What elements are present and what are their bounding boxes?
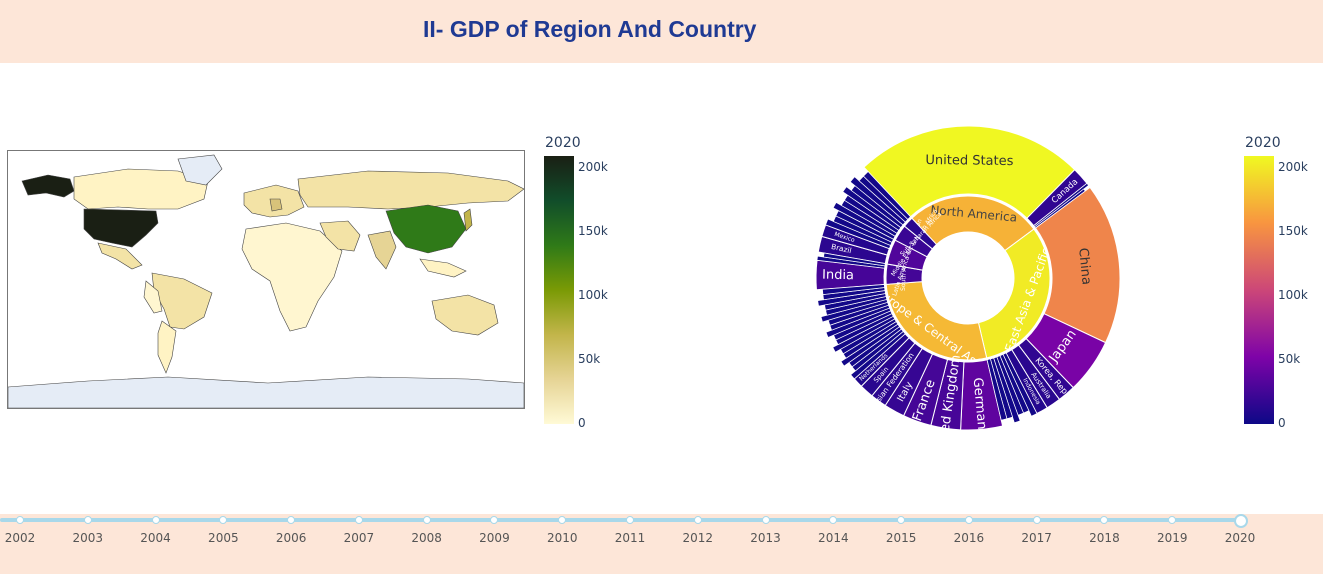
year-slider-label[interactable]: 2020 xyxy=(1224,531,1256,545)
year-slider-step[interactable] xyxy=(558,516,567,524)
map-country-united-states[interactable] xyxy=(83,208,159,248)
sunburst-region-sub-saharan-africa[interactable] xyxy=(903,217,938,250)
year-slider-label[interactable]: 2007 xyxy=(343,531,375,545)
year-slider-label[interactable]: 2004 xyxy=(140,531,171,545)
year-slider-step[interactable] xyxy=(964,516,973,524)
map-colorbar xyxy=(544,156,574,424)
year-slider-label[interactable]: 2015 xyxy=(885,531,917,545)
year-slider-label[interactable]: 2019 xyxy=(1156,531,1188,545)
year-slider-label[interactable]: 2009 xyxy=(479,531,510,545)
year-slider-label[interactable]: 2012 xyxy=(682,531,714,545)
year-slider-label[interactable]: 2011 xyxy=(614,531,646,545)
map-country-peru[interactable] xyxy=(143,280,163,314)
sunburst-small-country[interactable] xyxy=(862,171,911,220)
sunburst-region-label: South Asia xyxy=(900,259,909,292)
map-country-russia[interactable] xyxy=(297,170,524,210)
sunburst-small-country[interactable] xyxy=(823,252,886,267)
map-country-mexico[interactable] xyxy=(97,242,143,270)
year-slider-label[interactable]: 2008 xyxy=(411,531,442,545)
map-colorbar-tick: 100k xyxy=(578,288,608,302)
map-country-alaska[interactable] xyxy=(21,174,75,198)
year-slider-step[interactable] xyxy=(693,516,702,524)
sunburst-country-united-states[interactable] xyxy=(863,125,1076,219)
year-slider-step[interactable] xyxy=(1168,516,1177,524)
sunburst-country-label: Germany xyxy=(970,377,990,438)
year-slider-label[interactable]: 2002 xyxy=(4,531,36,545)
year-slider-label[interactable]: 2010 xyxy=(546,531,578,545)
year-slider-step[interactable] xyxy=(626,516,634,524)
page-title: II- GDP of Region And Country xyxy=(423,16,757,42)
sunburst-colorbar-tick: 100k xyxy=(1278,288,1308,302)
year-slider-label[interactable]: 2006 xyxy=(275,531,307,545)
sunburst-small-country[interactable] xyxy=(822,284,885,295)
year-slider-step[interactable] xyxy=(761,516,770,524)
year-slider-label[interactable]: 2017 xyxy=(1021,531,1052,545)
map-country-germany[interactable] xyxy=(269,198,283,212)
map-country-africa[interactable] xyxy=(241,222,343,332)
year-slider-label[interactable]: 2018 xyxy=(1089,531,1120,545)
map-country-india[interactable] xyxy=(367,230,397,270)
year-slider-label[interactable]: 2016 xyxy=(953,531,985,545)
world-map-svg[interactable] xyxy=(8,151,524,408)
map-country-greenland[interactable] xyxy=(177,154,223,186)
year-slider-handle[interactable] xyxy=(1234,514,1248,528)
year-slider-label[interactable]: 2013 xyxy=(750,531,781,545)
sunburst-region-east-asia-pacific[interactable] xyxy=(977,228,1051,359)
map-country-middle-east[interactable] xyxy=(319,220,361,252)
sunburst-small-country[interactable] xyxy=(986,358,1008,421)
sunburst-region-north-america[interactable] xyxy=(911,195,1035,252)
map-region-antarctica[interactable] xyxy=(8,376,524,408)
sunburst-country-label: United States xyxy=(925,153,1013,169)
map-country-canada[interactable] xyxy=(73,168,209,210)
sunburst-country-label: Brazil xyxy=(830,242,852,255)
map-country-japan[interactable] xyxy=(463,208,473,232)
sunburst-colorbar xyxy=(1244,156,1274,424)
sunburst-country-label: India xyxy=(822,268,854,284)
map-country-argentina[interactable] xyxy=(157,320,177,374)
year-slider-step[interactable] xyxy=(829,516,838,524)
world-map[interactable] xyxy=(7,150,525,409)
year-slider-step[interactable] xyxy=(897,516,906,524)
year-slider-step[interactable] xyxy=(1100,516,1109,524)
sunburst-colorbar-tick: 200k xyxy=(1278,160,1308,174)
header-bar: II- GDP of Region And Country xyxy=(0,0,1323,63)
map-colorbar-title: 2020 xyxy=(545,135,581,151)
sunburst-country-label: China xyxy=(1075,247,1094,285)
sunburst-colorbar-tick: 150k xyxy=(1278,224,1308,238)
map-colorbar-tick: 0 xyxy=(578,416,586,430)
year-slider-panel xyxy=(0,514,1323,574)
year-slider-step[interactable] xyxy=(287,516,296,524)
map-country-australia[interactable] xyxy=(431,294,499,336)
year-slider-step[interactable] xyxy=(83,516,92,524)
year-slider-step[interactable] xyxy=(219,516,228,524)
year-slider-track[interactable] xyxy=(0,518,1241,522)
map-colorbar-tick: 150k xyxy=(578,224,608,238)
year-slider-label[interactable]: 2003 xyxy=(72,531,104,545)
year-slider-step[interactable] xyxy=(1032,516,1041,524)
sunburst-small-country[interactable] xyxy=(1034,188,1086,229)
map-country-se-asia[interactable] xyxy=(419,258,467,278)
year-slider-step[interactable] xyxy=(490,516,499,524)
sunburst-colorbar-tick: 0 xyxy=(1278,416,1286,430)
year-slider-step[interactable] xyxy=(151,516,160,524)
sunburst-colorbar-tick: 50k xyxy=(1278,352,1301,366)
year-slider-label[interactable]: 2014 xyxy=(818,531,849,545)
year-slider-label[interactable]: 2005 xyxy=(208,531,239,545)
sunburst-colorbar-title: 2020 xyxy=(1245,135,1281,151)
map-country-china[interactable] xyxy=(385,204,467,254)
year-slider-step[interactable] xyxy=(16,516,24,524)
year-slider-step[interactable] xyxy=(354,516,363,524)
year-slider-step[interactable] xyxy=(422,516,431,524)
map-colorbar-tick: 200k xyxy=(578,160,608,174)
map-colorbar-tick: 50k xyxy=(578,352,601,366)
